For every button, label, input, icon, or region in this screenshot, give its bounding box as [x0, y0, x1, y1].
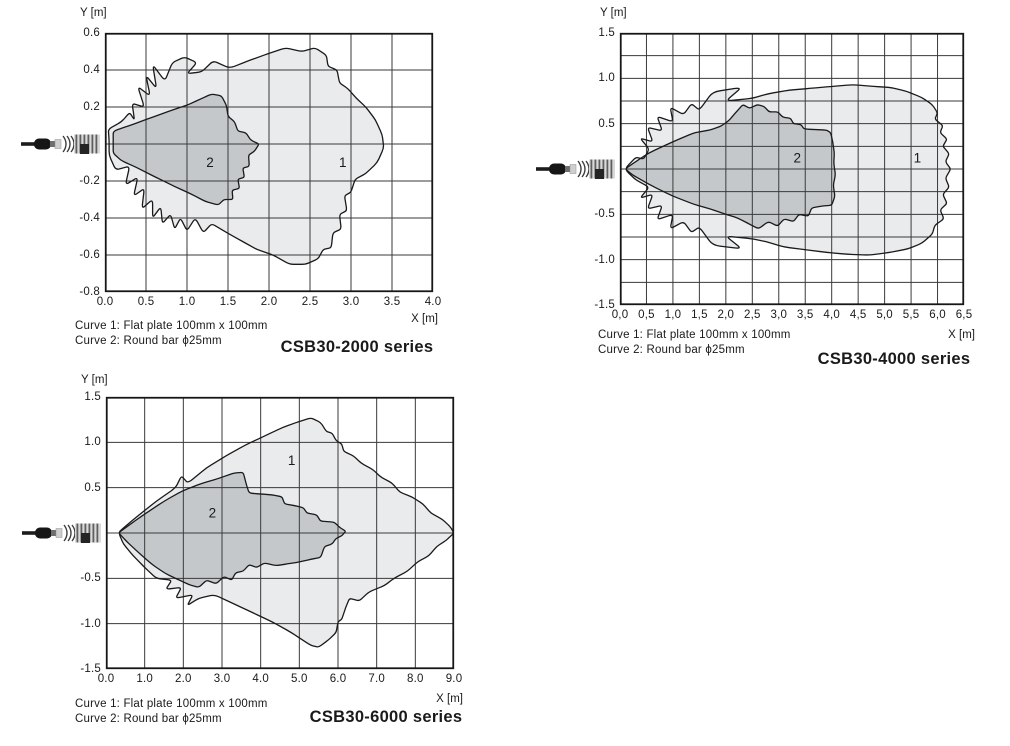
x-axis-title: X [m] [436, 693, 463, 705]
y-tick-label: 1.5 [598, 27, 615, 39]
x-tick-label: 1.0 [136, 673, 153, 685]
x-tick-label: 3.5 [383, 296, 401, 308]
plot-border [104, 32, 434, 293]
ultrasonic-sensor-icon [22, 523, 101, 543]
x-tick-label: 2,5 [744, 309, 761, 321]
x-tick-label: 5,5 [902, 309, 920, 321]
legend-curve2-label: Curve 2: Round bar ϕ25mm [598, 343, 745, 356]
y-tick-label: -0.5 [80, 572, 101, 585]
y-tick-label: -0.6 [79, 249, 100, 261]
x-tick-label: 9.0 [445, 673, 463, 685]
legend-curve1-label: Curve 1: Flat plate 100mm x 100mm [598, 329, 791, 341]
curve-legend: Curve 1: Flat plate 100mm x 100mm Curve … [75, 697, 268, 726]
x-tick-label: 0,5 [638, 309, 655, 321]
x-tick-label: 2.5 [301, 296, 319, 308]
x-tick-label: 4.0 [252, 673, 269, 685]
x-tick-label: 6,5 [955, 309, 973, 321]
y-axis-title: Y [m] [81, 374, 108, 386]
curve-2-area [626, 104, 836, 229]
plot-area: 12 [104, 32, 434, 293]
curve-1-outline [625, 84, 951, 256]
legend-curve1-label: Curve 1: Flat plate 100mm x 100mm [75, 698, 268, 710]
y-tick-label: -0.8 [79, 286, 100, 298]
curve-1-outline [118, 417, 454, 648]
x-tick-label: 3.0 [213, 673, 231, 685]
plot-area: 12 [619, 32, 965, 306]
y-tick-label: -1.0 [80, 617, 101, 630]
x-axis-title: X [m] [948, 329, 975, 341]
x-tick-label: 1,5 [691, 309, 708, 321]
curve-legend: Curve 1: Flat plate 100mm x 100mm Curve … [75, 319, 268, 348]
x-tick-label: 0.5 [137, 296, 155, 308]
y-tick-label: 1.0 [84, 436, 101, 449]
y-tick-label: 1.5 [84, 391, 101, 403]
y-tick-label: -1.5 [80, 663, 101, 675]
x-tick-label: 4.0 [424, 296, 442, 308]
ultrasonic-sensor-icon [536, 159, 615, 179]
y-tick-label: -1.5 [594, 299, 615, 311]
legend-curve2-label: Curve 2: Round bar ϕ25mm [75, 334, 222, 347]
x-tick-label: 1,0 [664, 309, 682, 321]
curve-number-label: 1 [288, 453, 296, 468]
curve-legend: Curve 1: Flat plate 100mm x 100mm Curve … [598, 328, 791, 357]
y-tick-label: -0.2 [79, 175, 100, 187]
curve-number-label: 2 [209, 506, 217, 521]
curve-2-outline [112, 93, 260, 206]
curve-2-area [119, 472, 346, 587]
x-tick-label: 5.0 [291, 673, 308, 685]
chart-title: CSB30-6000 series [309, 708, 463, 726]
legend-curve1-label: Curve 1: Flat plate 100mm x 100mm [75, 320, 268, 332]
x-tick-label: 3,5 [796, 309, 814, 321]
x-tick-label: 8.0 [407, 673, 424, 685]
chart-title: CSB30-2000 series [280, 338, 434, 356]
y-tick-label: 0.2 [83, 101, 100, 113]
x-axis-title: X [m] [411, 313, 438, 325]
plot-border [619, 32, 965, 306]
x-tick-label: 3,0 [770, 309, 788, 321]
x-tick-label: 2.0 [175, 673, 192, 685]
x-tick-label: 1.0 [178, 296, 196, 308]
y-tick-label: -0.5 [594, 208, 615, 221]
ultrasonic-sensor-icon [21, 134, 100, 154]
curve-number-label: 1 [914, 151, 922, 166]
y-tick-label: -0.4 [79, 212, 100, 224]
x-tick-label: 6.0 [329, 673, 347, 685]
y-tick-label: -1.0 [594, 253, 615, 266]
curve-1-outline [107, 47, 385, 265]
y-tick-label: 0.4 [83, 64, 100, 76]
x-tick-label: 2,0 [717, 309, 735, 321]
plot-area: 12 [105, 396, 455, 670]
x-tick-label: 0.0 [97, 673, 115, 685]
curve-number-label: 2 [206, 155, 214, 170]
curve-2-outline [118, 471, 346, 588]
x-tick-label: 1.5 [219, 296, 237, 308]
x-tick-label: 2.0 [260, 296, 278, 308]
x-tick-label: 6,0 [929, 309, 946, 321]
legend-curve2-label: Curve 2: Round bar ϕ25mm [75, 712, 222, 725]
chart-title: CSB30-4000 series [817, 350, 971, 368]
x-tick-label: 3.0 [342, 296, 360, 308]
x-tick-label: 0.0 [96, 296, 114, 308]
y-axis-title: Y [m] [600, 7, 627, 19]
curve-number-label: 2 [794, 151, 802, 166]
x-tick-label: 5,0 [876, 309, 893, 321]
y-tick-label: 0.5 [598, 117, 615, 130]
y-axis-title: Y [m] [80, 7, 107, 19]
x-tick-label: 7.0 [368, 673, 385, 685]
x-tick-label: 0,0 [611, 309, 629, 321]
x-tick-label: 4,0 [823, 309, 840, 321]
curve-number-label: 1 [339, 155, 347, 170]
curve-2-area [113, 94, 259, 205]
y-tick-label: 1.0 [598, 72, 615, 85]
curve-2-outline [625, 104, 836, 229]
x-tick-label: 4,5 [849, 309, 867, 321]
plot-border [105, 396, 455, 670]
y-tick-label: 0.5 [84, 481, 101, 494]
y-tick-label: 0.6 [83, 27, 100, 39]
